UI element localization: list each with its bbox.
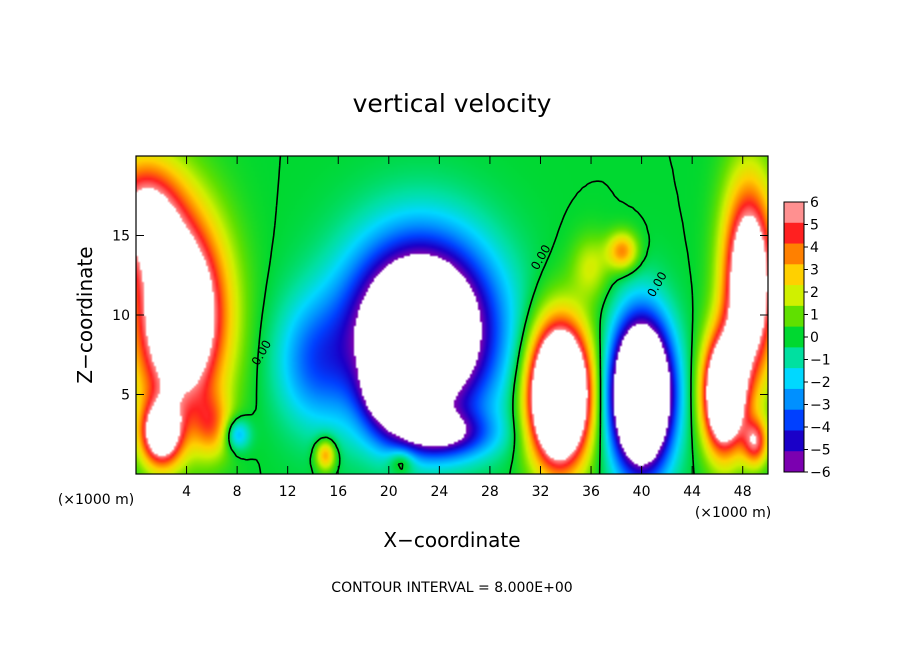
x-tick-label: 36: [582, 484, 600, 500]
y-axis-label: Z−coordinate: [73, 246, 97, 383]
y-axis-ticks: 5 10 15: [112, 229, 768, 404]
colorbar: 6 5 4 3 2 1 0 −1 −2 −3 −4 −5 −6: [783, 195, 831, 481]
colorbar-label: 4: [810, 240, 819, 256]
colorbar-label: −6: [810, 465, 831, 481]
x-tick-label: 48: [734, 484, 752, 500]
colorbar-label: 2: [810, 285, 819, 301]
x-axis-label: X−coordinate: [383, 528, 520, 552]
colorbar-label: −2: [810, 375, 831, 391]
colorbar-label: 5: [810, 218, 819, 234]
x-tick-label: 20: [380, 484, 398, 500]
colorbar-label: 6: [810, 195, 819, 211]
colorbar-swatch: [784, 202, 804, 224]
contour-lines: [228, 155, 695, 475]
colorbar-label: 1: [810, 308, 819, 324]
x-tick-label: 32: [532, 484, 550, 500]
colorbar-label: −5: [810, 443, 831, 459]
colorbar-swatch: [784, 222, 804, 245]
chart-title: vertical velocity: [353, 89, 552, 118]
x-unit-label-left: (×1000 m): [58, 492, 134, 508]
y-tick-label: 5: [121, 388, 130, 404]
x-tick-label: 40: [633, 484, 651, 500]
y-tick-label: 10: [112, 308, 130, 324]
colorbar-swatch: [784, 285, 804, 307]
x-tick-label: 12: [279, 484, 297, 500]
plot-area: 0.000.000.00 4 8 12 16 20 24 28 32 36 40 44 48 5101…: [112, 155, 769, 500]
x-tick-label: 16: [329, 484, 347, 500]
colorbar-swatch: [784, 243, 804, 265]
colorbar-swatch: [784, 326, 804, 348]
colorbar-label: −3: [810, 398, 831, 414]
colorbar-swatch: [784, 388, 804, 411]
colorbar-swatch: [784, 409, 804, 431]
colorbar-swatch: [784, 305, 804, 328]
x-tick-label: 28: [481, 484, 499, 500]
colorbar-swatch: [784, 347, 804, 369]
x-unit-label-right: (×1000 m): [695, 505, 771, 521]
x-tick-label: 24: [430, 484, 448, 500]
colorbar-label: 3: [810, 263, 819, 279]
x-axis-ticks: 4 8 12 16 20 24 28 32 36 40 44 48: [182, 156, 752, 500]
zero-contour-line: [228, 155, 695, 475]
colorbar-label: −1: [810, 353, 831, 369]
colorbar-swatch: [784, 368, 804, 390]
x-tick-label: 8: [233, 484, 242, 500]
velocity-field-heatmap: [136, 156, 768, 474]
colorbar-swatch: [784, 264, 804, 286]
x-tick-label: 44: [683, 484, 701, 500]
x-tick-label: 4: [182, 484, 191, 500]
colorbar-label: 0: [810, 330, 819, 346]
colorbar-swatch: [784, 451, 804, 473]
contour-interval-note: CONTOUR INTERVAL = 8.000E+00: [331, 580, 572, 596]
y-tick-label: 15: [112, 229, 130, 245]
colorbar-swatch: [784, 430, 804, 452]
colorbar-label: −4: [810, 420, 831, 436]
